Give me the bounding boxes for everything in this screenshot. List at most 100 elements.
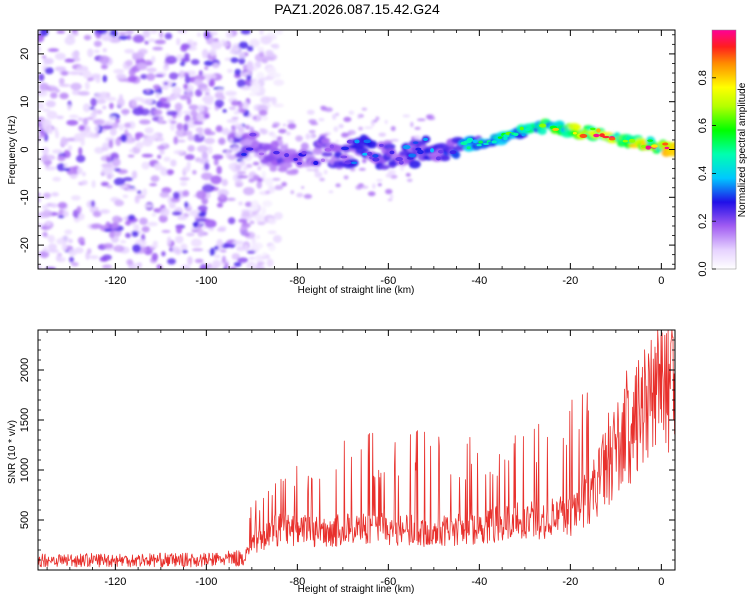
heatmap-cell [216,239,224,249]
bottom-y-tick-label: 1000 [19,458,31,482]
heatmap-cell [127,154,135,158]
heatmap-cell [267,230,277,235]
heatmap-cell [265,254,270,260]
heatmap-cell [92,119,101,123]
heatmap-cell [387,198,393,202]
heatmap-cell [75,154,86,163]
bottom-x-tick-label: 0 [658,576,664,588]
heatmap-cell [537,127,547,135]
heatmap-cell [95,92,104,99]
heatmap-cell [275,30,283,35]
heatmap-cell [179,181,188,187]
heatmap-cell [61,242,68,252]
heatmap-cell [231,116,239,120]
heatmap-cell [51,192,59,197]
heatmap-cell [58,77,65,85]
heatmap-cell [640,144,647,148]
heatmap-cell [139,119,151,125]
heatmap-cell [124,48,135,54]
heatmap-cell [246,261,257,269]
heatmap-cell [141,226,150,233]
heatmap-cell [449,150,457,155]
heatmap-cell [145,89,150,93]
heatmap-cell [231,146,240,153]
heatmap-cell [254,254,264,262]
heatmap-cell [238,57,246,65]
top-y-tick-label: -10 [19,189,31,205]
heatmap-cell [158,214,168,223]
heatmap-cell [96,109,103,115]
heatmap-cell [134,195,140,204]
heatmap-cell [213,158,219,166]
heatmap-cell [324,147,332,152]
heatmap-cell [182,190,190,197]
heatmap-cell [214,99,225,108]
heatmap-cell [87,48,94,58]
heatmap-cell [236,79,246,88]
heatmap-cell [238,41,249,49]
heatmap-cell [136,62,148,71]
heatmap-cell [346,139,353,144]
heatmap-cell [238,201,244,206]
heatmap-cell [86,248,92,255]
heatmap-cell [77,117,84,122]
heatmap-cell [45,266,57,269]
heatmap-cell [287,122,297,130]
heatmap-cell [194,258,204,264]
heatmap-cell [248,256,256,261]
heatmap-cell [201,172,213,181]
heatmap-cell [190,58,200,66]
heatmap-cell [40,156,49,162]
heatmap-cell [343,116,352,123]
heatmap-cell [402,144,411,150]
heatmap-cell [38,196,42,203]
heatmap-cell [102,75,108,83]
heatmap-cell [246,74,252,80]
heatmap-cell [203,60,213,67]
heatmap-cell [90,223,103,229]
heatmap-cell [56,30,66,34]
heatmap-cell [152,46,164,51]
heatmap-cell [197,32,202,37]
heatmap-cell [124,122,131,129]
colorbar: 0.0 0.2 0.4 0.6 0.8 Normalized spectral ampl… [697,29,748,277]
heatmap-cell [149,183,158,187]
heatmap-cell [118,123,125,131]
heatmap-cell [321,151,333,157]
heatmap-cell [212,154,224,160]
heatmap-cell [521,133,526,137]
heatmap-cell [175,225,183,234]
heatmap-cell [161,251,166,257]
heatmap-cell [233,261,242,267]
heatmap-cell [253,116,257,120]
heatmap-cell [244,201,253,208]
heatmap-cell [261,206,267,216]
heatmap-cell [177,215,188,221]
heatmap-cell [236,245,246,252]
heatmap-cell [260,77,270,81]
heatmap-cell [364,126,373,130]
heatmap-cell [266,258,274,268]
heatmap-cell [113,68,125,74]
snr-series-line [38,330,675,568]
heatmap-cell [136,190,142,195]
heatmap-cell [385,188,393,195]
heatmap-cell [216,165,222,175]
heatmap-cell [105,156,111,162]
heatmap-cell [91,73,101,79]
heatmap-cell [377,183,382,187]
heatmap-cell [120,134,128,143]
heatmap-cell [209,247,216,256]
heatmap-cell [150,175,160,183]
heatmap-cell [118,184,128,189]
heatmap-cell [183,123,189,132]
heatmap-cell [229,266,237,269]
heatmap-cell [183,83,189,90]
heatmap-cell [64,36,76,46]
heatmap-cell [151,252,159,261]
heatmap-cell [170,120,177,124]
heatmap-cell [133,223,140,232]
heatmap-cell [118,94,124,102]
heatmap-cell [281,181,287,187]
heatmap-cell [78,125,86,131]
